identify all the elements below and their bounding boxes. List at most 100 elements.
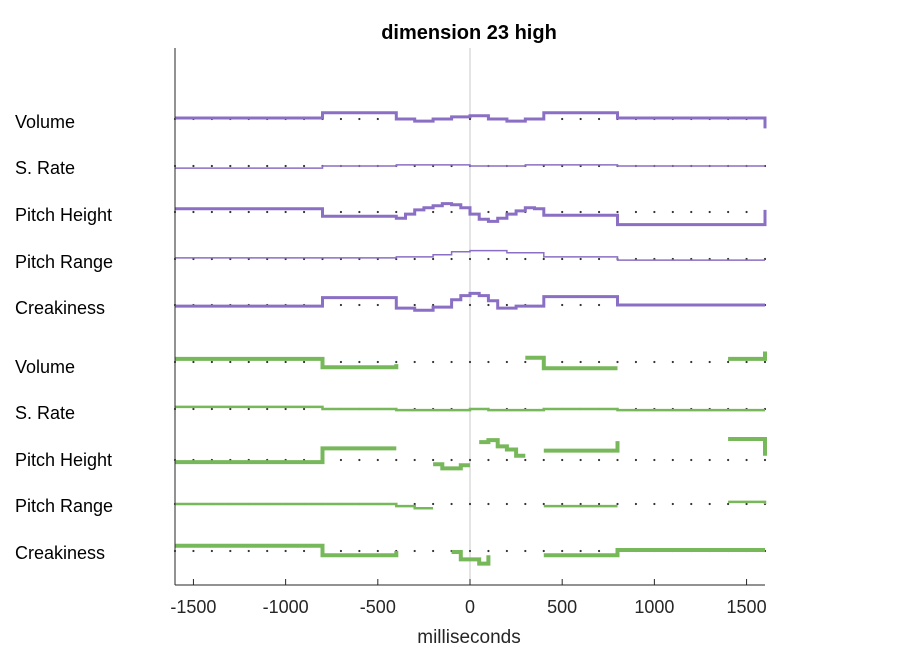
baseline-dot (229, 549, 232, 553)
baseline-dot (468, 502, 472, 506)
baseline-dot (247, 407, 250, 411)
baseline-dot (597, 303, 601, 307)
baseline-dot (597, 549, 601, 553)
baseline-dot (358, 360, 361, 364)
baseline-dot (266, 164, 269, 168)
baseline-dot (192, 360, 195, 364)
row-label: S. Rate (15, 403, 75, 423)
baseline-dot (413, 458, 416, 462)
baseline-dot (192, 407, 195, 411)
x-tick-label: 1000 (634, 597, 674, 617)
baseline-dot (561, 549, 564, 553)
baseline-dot (432, 502, 435, 506)
baseline-dot (708, 458, 711, 462)
baseline-dot (450, 257, 453, 261)
row-labels: Volume S. Rate Pitch Height Pitch Range Crea… (15, 112, 113, 563)
baseline-dot (266, 549, 269, 553)
baseline-dot (708, 210, 711, 214)
baseline-dot (561, 458, 564, 462)
baseline-dot (432, 458, 435, 462)
series-line-green-7 (479, 438, 526, 458)
baseline-dot (210, 360, 213, 364)
baseline-dot (634, 210, 638, 214)
baseline-dot (727, 210, 730, 214)
baseline-dot (450, 210, 453, 214)
baseline-dot (229, 164, 232, 168)
row-label: Pitch Height (15, 205, 112, 225)
baseline-dot (339, 458, 343, 462)
baseline-dot (450, 360, 453, 364)
baseline-dot (376, 210, 379, 214)
baseline-dot (505, 303, 508, 307)
baseline-dot (727, 360, 730, 364)
baseline-dot (542, 458, 545, 462)
baseline-dot (763, 360, 767, 364)
baseline-dot (376, 549, 379, 553)
series-line-green-7 (543, 441, 620, 453)
baseline-dot (634, 360, 638, 364)
baseline-dot (487, 257, 490, 261)
baseline-dot (487, 458, 490, 462)
baseline-dot (302, 407, 306, 411)
baseline-dot (616, 458, 619, 462)
baseline-dot (413, 257, 416, 261)
baseline-dot (376, 360, 379, 364)
row-label: Pitch Range (15, 496, 113, 516)
baseline-dot (192, 549, 195, 553)
baseline-dot (561, 502, 564, 506)
series-line-purple-0 (175, 111, 767, 129)
row-label: Volume (15, 112, 75, 132)
baseline-dot (358, 458, 361, 462)
baseline-dot (450, 458, 453, 462)
baseline-dot (413, 303, 416, 307)
baseline-dot (266, 407, 269, 411)
baseline-dot (579, 502, 582, 506)
series-line-green-5 (175, 356, 399, 370)
baseline-dot (505, 257, 508, 261)
baseline-dot (302, 549, 306, 553)
baseline-dot (524, 257, 527, 261)
baseline-dot (487, 210, 490, 214)
baseline-dot (597, 210, 601, 214)
baseline-dot (561, 360, 564, 364)
series-line-green-9 (451, 550, 491, 566)
baseline-dot (524, 549, 527, 553)
baseline-dot (450, 502, 453, 506)
baseline-dot (284, 407, 287, 411)
baseline-dot (487, 502, 490, 506)
baseline-dot (561, 117, 564, 121)
baseline-dot (247, 164, 250, 168)
baseline-dot (468, 549, 472, 553)
baseline-dot (487, 303, 490, 307)
series-line-green-7 (728, 437, 767, 456)
baseline-dot (745, 360, 748, 364)
series-layer (175, 111, 767, 566)
series-line-green-5 (525, 355, 618, 371)
baseline-dot (653, 360, 656, 364)
series-line-green-7 (433, 462, 470, 471)
baseline-dot (542, 549, 545, 553)
baseline-dot (579, 360, 582, 364)
baseline-dot (376, 303, 379, 307)
baseline-dot (524, 360, 527, 364)
baseline-dot (210, 164, 213, 168)
baseline-dot (284, 360, 287, 364)
baseline-dot (671, 210, 674, 214)
baseline-dot (339, 210, 343, 214)
baseline-dot (339, 549, 343, 553)
baseline-dot (505, 360, 508, 364)
baseline-dot (690, 458, 693, 462)
baseline-dot (192, 210, 195, 214)
baseline-dot (579, 549, 582, 553)
baseline-dot (708, 360, 711, 364)
baseline-dot (561, 210, 564, 214)
series-line-green-5 (728, 351, 767, 361)
baseline-dot (358, 210, 361, 214)
baseline-dot (247, 549, 250, 553)
baseline-dot (597, 360, 601, 364)
baseline-dot (763, 458, 767, 462)
x-tick-label: -1500 (170, 597, 216, 617)
baseline-dot (210, 210, 213, 214)
baseline-dot (745, 502, 748, 506)
baseline-dot (671, 458, 674, 462)
